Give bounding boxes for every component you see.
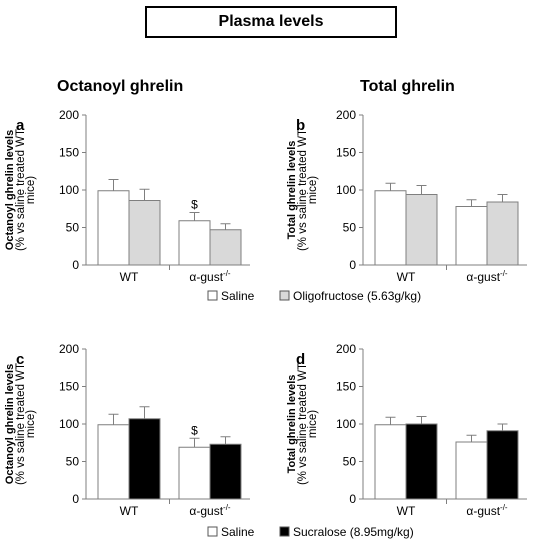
bar xyxy=(209,229,242,266)
legend: Saline Sucralose (8.95mg/kg) xyxy=(207,525,414,539)
x-tick-label: WT xyxy=(397,270,416,284)
y-tick-label: 50 xyxy=(66,221,80,235)
y-tick-label: 150 xyxy=(59,380,79,394)
y-tick-label: 0 xyxy=(72,258,79,272)
bar xyxy=(486,430,519,500)
bar xyxy=(178,220,211,266)
y-tick-label: 0 xyxy=(349,492,356,506)
y-tick-label: 200 xyxy=(59,342,79,356)
panel-letter: a xyxy=(16,117,25,134)
x-tick-label: WT xyxy=(120,270,139,284)
bar xyxy=(97,190,130,266)
bar xyxy=(374,190,407,266)
bar xyxy=(128,418,161,500)
x-tick-label: α-gust-/- xyxy=(189,269,231,284)
significance-annotation: $ xyxy=(191,423,198,437)
y-axis-label: Octanoyl ghrelin levels xyxy=(4,364,16,484)
panel-letter: d xyxy=(296,351,305,368)
legend-label: Saline xyxy=(221,525,255,539)
y-axis-label: (% vs saline treated WT xyxy=(15,363,27,485)
x-tick-label: α-gust-/- xyxy=(466,269,508,284)
bar xyxy=(178,446,211,500)
y-axis-label: mice) xyxy=(307,176,319,204)
bar xyxy=(486,201,519,266)
bar xyxy=(209,443,242,500)
legend-swatch xyxy=(207,290,218,301)
legend-label: Sucralose (8.95mg/kg) xyxy=(293,525,414,539)
y-axis-label: mice) xyxy=(307,410,319,438)
x-tick-label: α-gust-/- xyxy=(189,503,231,518)
bar xyxy=(374,424,407,500)
y-tick-label: 150 xyxy=(336,380,356,394)
bar xyxy=(97,424,130,500)
panel-letter: b xyxy=(296,117,305,134)
section-title-left: Octanoyl ghrelin xyxy=(57,78,184,95)
y-tick-label: 0 xyxy=(72,492,79,506)
y-tick-label: 100 xyxy=(59,183,79,197)
y-tick-label: 50 xyxy=(66,455,80,469)
figure-title: Plasma levels xyxy=(145,6,397,38)
legend-label: Saline xyxy=(221,289,255,303)
bar xyxy=(455,441,488,500)
legend: Saline Oligofructose (5.63g/kg) xyxy=(207,289,421,303)
y-tick-label: 100 xyxy=(336,417,356,431)
legend-label: Oligofructose (5.63g/kg) xyxy=(293,289,421,303)
y-axis-label: (% vs saline treated WT xyxy=(297,363,309,485)
y-tick-label: 200 xyxy=(59,108,79,122)
section-title-right: Total ghrelin xyxy=(360,78,455,95)
y-tick-label: 100 xyxy=(59,417,79,431)
y-tick-label: 150 xyxy=(336,146,356,160)
y-axis-label: (% vs saline treated WT xyxy=(297,129,309,251)
y-tick-label: 0 xyxy=(349,258,356,272)
chart-panel-d: 0 50 100 150 200 WT α-gust-/- d Total ghrelin le… xyxy=(286,342,527,518)
x-tick-label: WT xyxy=(120,504,139,518)
panel-letter: c xyxy=(16,351,24,368)
bar xyxy=(455,206,488,266)
y-axis-label: Total ghrelin levels xyxy=(286,375,298,474)
y-tick-label: 150 xyxy=(59,146,79,160)
y-tick-label: 200 xyxy=(336,108,356,122)
legend-swatch xyxy=(207,526,218,537)
y-tick-label: 100 xyxy=(336,183,356,197)
bar xyxy=(405,194,438,266)
y-axis-label: mice) xyxy=(25,176,37,204)
significance-annotation: $ xyxy=(191,198,198,212)
bar xyxy=(405,423,438,500)
x-tick-label: WT xyxy=(397,504,416,518)
y-axis-label: (% vs saline treated WT xyxy=(15,129,27,251)
legend-swatch xyxy=(279,526,290,537)
y-axis-label: Octanoyl ghrelin levels xyxy=(4,130,16,250)
bar xyxy=(128,200,161,266)
y-tick-label: 200 xyxy=(336,342,356,356)
y-axis-label: mice) xyxy=(25,410,37,438)
y-tick-label: 50 xyxy=(343,455,357,469)
chart-panel-b: 0 50 100 150 200 WT α-gust-/- b Total ghrelin le… xyxy=(286,108,527,284)
y-tick-label: 50 xyxy=(343,221,357,235)
y-axis-label: Total ghrelin levels xyxy=(286,141,298,240)
legend-swatch xyxy=(279,290,290,301)
x-tick-label: α-gust-/- xyxy=(466,503,508,518)
